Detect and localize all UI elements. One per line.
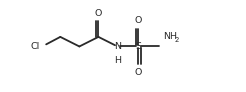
Text: O: O <box>135 68 142 77</box>
Text: 2: 2 <box>175 37 179 43</box>
Text: Cl: Cl <box>30 42 39 51</box>
Text: N: N <box>114 42 121 51</box>
Text: S: S <box>136 42 141 51</box>
Text: H: H <box>114 56 121 65</box>
Text: O: O <box>135 16 142 25</box>
Text: NH: NH <box>163 32 177 41</box>
Text: O: O <box>95 9 102 18</box>
